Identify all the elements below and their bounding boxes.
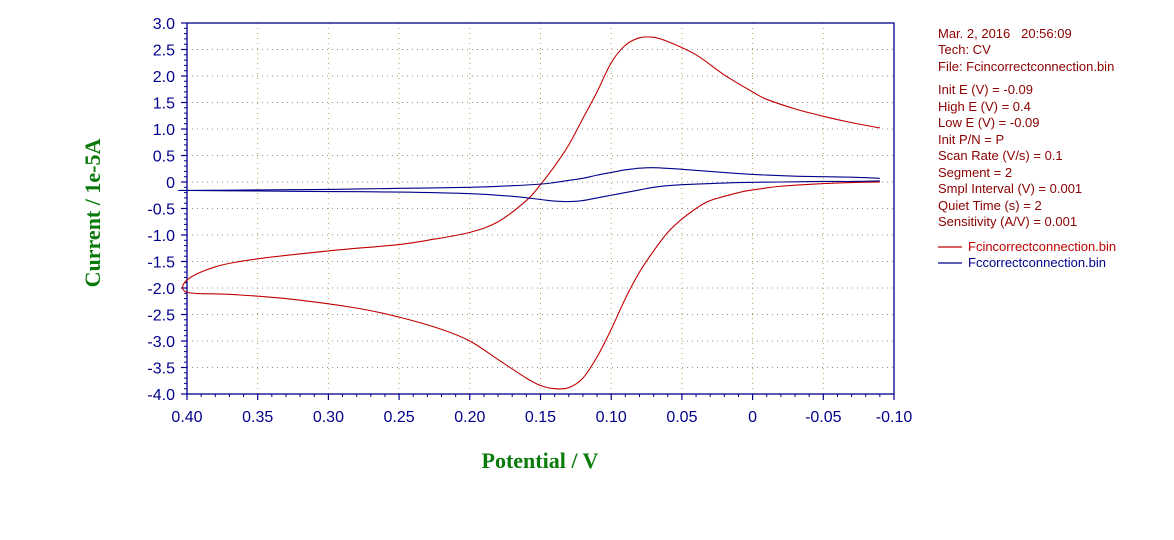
y-tick-label: -3.5	[147, 361, 175, 378]
legend: Fcincorrectconnection.bin Fccorrectconne…	[938, 239, 1116, 270]
y-tick-label: 2.5	[153, 43, 175, 60]
y-tick-label: -2.5	[147, 308, 175, 325]
y-tick-label: -0.5	[147, 202, 175, 219]
y-tick-label: 1.0	[153, 122, 175, 139]
x-axis-title: Potential / V	[482, 448, 599, 473]
y-tick-label: 0.5	[153, 149, 175, 166]
y-tick-label: 1.5	[153, 96, 175, 113]
x-tick-label: 0.30	[313, 409, 344, 426]
x-tick-label: 0.20	[454, 409, 485, 426]
info-segment: Segment = 2	[938, 165, 1012, 180]
y-tick-label: -4.0	[147, 387, 175, 404]
y-tick-label: 0	[166, 175, 175, 192]
y-axis-title: Current / 1e-5A	[80, 139, 105, 288]
info-file: File: Fcincorrectconnection.bin	[938, 59, 1114, 74]
x-tick-label: 0.25	[384, 409, 415, 426]
x-tick-label: 0.35	[242, 409, 273, 426]
x-tick-label: 0.05	[666, 409, 697, 426]
grid	[187, 23, 894, 394]
y-tick-label: 2.0	[153, 69, 175, 86]
legend-label-blue: Fccorrectconnection.bin	[968, 255, 1106, 270]
x-tick-label: 0.15	[525, 409, 556, 426]
info-panel: Mar. 2, 2016 20:56:09 Tech: CV File: Fci…	[938, 26, 1114, 229]
y-tick-label: -1.5	[147, 255, 175, 272]
info-technique: Tech: CV	[938, 42, 991, 57]
y-tick-label: -1.0	[147, 228, 175, 245]
x-tick-label: 0.40	[171, 409, 202, 426]
info-high-e: High E (V) = 0.4	[938, 99, 1031, 114]
y-tick-label: -3.0	[147, 334, 175, 351]
info-sensitivity: Sensitivity (A/V) = 0.001	[938, 214, 1077, 229]
info-scan-rate: Scan Rate (V/s) = 0.1	[938, 148, 1063, 163]
x-tick-label: 0.10	[596, 409, 627, 426]
series-line-0	[182, 36, 880, 390]
info-datetime: Mar. 2, 2016 20:56:09	[938, 26, 1072, 41]
x-tick-label: 0	[748, 409, 757, 426]
info-low-e: Low E (V) = -0.09	[938, 115, 1040, 130]
series-line-1	[177, 167, 880, 203]
axis-ticks	[181, 22, 895, 400]
info-init-pn: Init P/N = P	[938, 132, 1004, 147]
legend-label-red: Fcincorrectconnection.bin	[968, 239, 1116, 254]
series-lines	[177, 36, 880, 390]
tick-labels: 0.40 0.35 0.30 0.25 0.20 0.15 0.10 0.05 0 -0.05 -0…	[147, 16, 912, 426]
x-tick-label: -0.10	[876, 409, 913, 426]
y-tick-label: 3.0	[153, 16, 175, 33]
info-quiet-time: Quiet Time (s) = 2	[938, 198, 1042, 213]
info-sample-interval: Smpl Interval (V) = 0.001	[938, 181, 1082, 196]
y-tick-label: -2.0	[147, 281, 175, 298]
info-init-e: Init E (V) = -0.09	[938, 82, 1033, 97]
x-tick-label: -0.05	[805, 409, 842, 426]
